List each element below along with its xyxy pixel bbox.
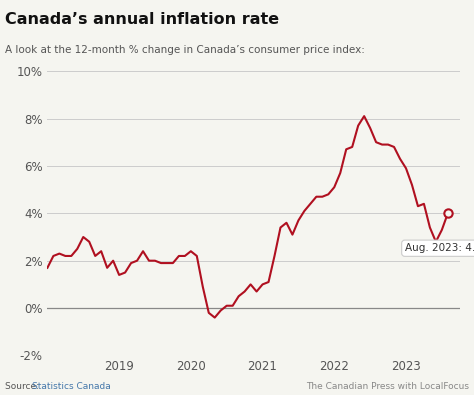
Text: Source:: Source: [5, 382, 45, 391]
Text: Canada’s annual inflation rate: Canada’s annual inflation rate [5, 12, 279, 27]
Text: The Canadian Press with LocalFocus: The Canadian Press with LocalFocus [306, 382, 469, 391]
Text: Aug. 2023: 4.0%: Aug. 2023: 4.0% [405, 243, 474, 253]
Text: Statistics Canada: Statistics Canada [32, 382, 111, 391]
Text: A look at the 12-month % change in Canada’s consumer price index:: A look at the 12-month % change in Canad… [5, 45, 365, 55]
